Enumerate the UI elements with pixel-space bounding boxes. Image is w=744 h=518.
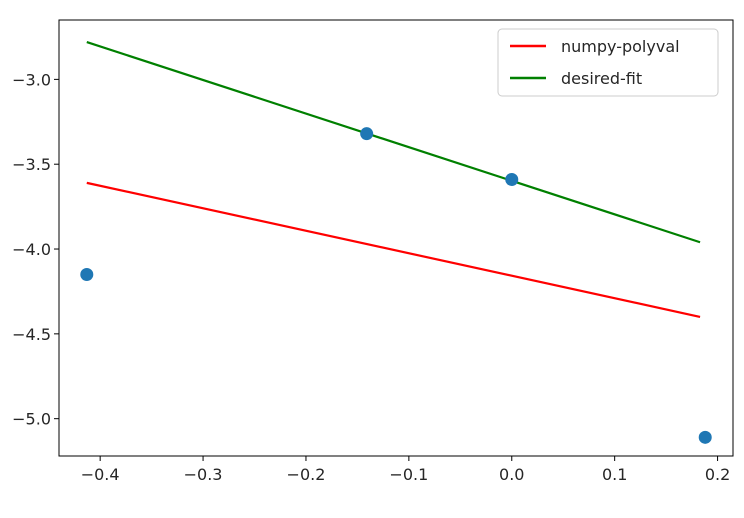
x-tick-label-3: −0.1 xyxy=(389,465,428,484)
y-tick-label-0: −3.0 xyxy=(12,70,51,89)
legend: numpy-polyval desired-fit xyxy=(497,28,719,97)
y-tick-label-4: −5.0 xyxy=(12,410,51,429)
series-line-desired-fit xyxy=(86,41,701,244)
data-point-2 xyxy=(505,172,519,186)
legend-label-numpy-polyval: numpy-polyval xyxy=(561,37,680,56)
x-tick-label-6: 0.2 xyxy=(705,465,730,484)
y-tick-label-3: −4.5 xyxy=(12,325,51,344)
y-axis: −3.0 −3.5 −4.0 −4.5 −5.0 xyxy=(12,70,59,429)
y-tick-label-2: −4.0 xyxy=(12,240,51,259)
data-point-0 xyxy=(80,267,94,281)
points-layer xyxy=(80,127,712,444)
x-tick-label-1: −0.3 xyxy=(184,465,223,484)
series-layer xyxy=(86,41,701,318)
legend-box xyxy=(497,28,719,97)
x-axis: −0.4 −0.3 −0.2 −0.1 0.0 0.1 0.2 xyxy=(81,456,730,484)
x-tick-label-0: −0.4 xyxy=(81,465,120,484)
x-tick-label-2: −0.2 xyxy=(287,465,326,484)
series-line-numpy-polyval xyxy=(86,181,701,318)
legend-label-desired-fit: desired-fit xyxy=(561,69,642,88)
x-tick-label-5: 0.1 xyxy=(602,465,627,484)
y-tick-label-1: −3.5 xyxy=(12,155,51,174)
x-tick-label-4: 0.0 xyxy=(499,465,524,484)
data-point-1 xyxy=(360,127,374,141)
data-point-3 xyxy=(698,430,712,444)
